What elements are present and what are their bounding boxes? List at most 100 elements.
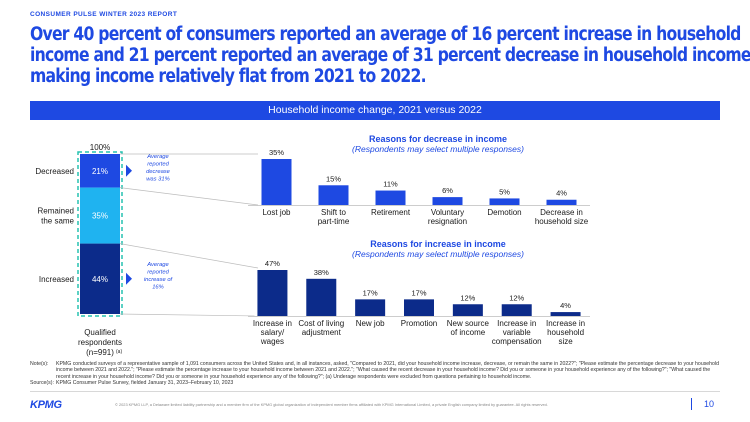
bar bbox=[404, 299, 434, 316]
stack-category-label: Increased bbox=[39, 275, 74, 284]
headline-line: income and 21 percent reported an averag… bbox=[30, 45, 750, 66]
callout-text: increase of bbox=[144, 277, 174, 283]
stack-segment-2 bbox=[80, 243, 120, 314]
report-label: CONSUMER PULSE WINTER 2023 REPORT bbox=[30, 11, 178, 18]
category-label: variable bbox=[503, 328, 532, 337]
category-label: Decrease in bbox=[540, 208, 583, 217]
category-label: Voluntary bbox=[431, 208, 464, 217]
category-label: household size bbox=[535, 217, 589, 226]
data-label: 15% bbox=[326, 174, 341, 183]
chart-subtitle: (Respondents may select multiple respons… bbox=[352, 249, 524, 259]
connector-line bbox=[119, 313, 259, 317]
bar bbox=[355, 299, 386, 316]
category-label: compensation bbox=[492, 337, 542, 346]
page-number-divider bbox=[691, 398, 692, 410]
callout-arrow-icon bbox=[126, 164, 132, 177]
data-label: 35% bbox=[269, 148, 284, 157]
category-label: adjustment bbox=[302, 328, 342, 337]
stack-segment-0 bbox=[80, 154, 120, 188]
stack-category-label: Remained bbox=[38, 207, 74, 216]
stack-outline bbox=[77, 151, 123, 317]
data-label: 12% bbox=[460, 293, 475, 302]
note-label: Note(s): bbox=[30, 361, 49, 367]
stack-axis-label: (n=991) bbox=[86, 348, 114, 357]
bar bbox=[550, 312, 581, 316]
category-label: Lost job bbox=[262, 208, 291, 217]
connector-line bbox=[119, 243, 259, 269]
category-label: of income bbox=[451, 328, 486, 337]
category-label: Shift to bbox=[321, 208, 346, 217]
bar bbox=[501, 304, 532, 316]
callout-text: Average bbox=[146, 154, 169, 160]
data-label: 47% bbox=[265, 259, 280, 268]
bar bbox=[546, 199, 577, 205]
note-text: KPMG conducted surveys of a representati… bbox=[56, 361, 719, 380]
bar bbox=[375, 190, 406, 205]
category-label: size bbox=[558, 337, 573, 346]
chart-banner: Household income change, 2021 versus 202… bbox=[30, 101, 720, 120]
category-label: wages bbox=[260, 337, 284, 346]
bar bbox=[432, 197, 463, 205]
callout-arrow-icon bbox=[126, 272, 132, 285]
bar bbox=[257, 270, 288, 316]
chart-title: Reasons for decrease in income bbox=[369, 134, 507, 144]
footnotes: Note(s): KPMG conducted surveys of a rep… bbox=[30, 361, 720, 386]
category-label: New source bbox=[447, 319, 490, 328]
connector-line bbox=[119, 187, 259, 206]
category-label: resignation bbox=[428, 217, 467, 226]
category-label: Increase in bbox=[546, 319, 585, 328]
callout-text: Average bbox=[146, 262, 169, 268]
category-label: household bbox=[547, 328, 584, 337]
page-number: 10 bbox=[704, 399, 715, 409]
footer-divider bbox=[30, 391, 720, 392]
bar bbox=[306, 278, 337, 316]
category-label: Increase in bbox=[253, 319, 292, 328]
stack-axis-label: Qualified bbox=[84, 328, 116, 337]
bar bbox=[452, 304, 483, 316]
data-label: 12% bbox=[509, 293, 524, 302]
data-label: 6% bbox=[442, 186, 453, 195]
callout-text: decrease bbox=[146, 169, 171, 175]
bar bbox=[261, 159, 292, 205]
bar bbox=[489, 198, 520, 205]
stack-value-label: 21% bbox=[92, 167, 108, 176]
chart-title: Reasons for increase in income bbox=[370, 239, 506, 249]
category-label: Demotion bbox=[487, 208, 521, 217]
stack-axis-label: respondents bbox=[78, 338, 122, 347]
stack-value-label: 35% bbox=[92, 212, 108, 221]
category-label: part-time bbox=[318, 217, 350, 226]
source-text: KPMG Consumer Pulse Survey, fielded Janu… bbox=[56, 379, 234, 386]
kpmg-logo: KPMG bbox=[30, 399, 62, 411]
data-label: 4% bbox=[556, 189, 567, 198]
stack-axis-sup: (a) bbox=[116, 349, 122, 355]
headline-line: making income relatively flat from 2021 … bbox=[30, 66, 427, 87]
data-label: 38% bbox=[314, 268, 329, 277]
category-label: Cost of living bbox=[298, 319, 344, 328]
callout-text: was 31% bbox=[146, 176, 170, 182]
callout-text: 16% bbox=[152, 284, 164, 290]
data-label: 17% bbox=[411, 288, 426, 297]
chart-subtitle: (Respondents may select multiple respons… bbox=[352, 144, 524, 154]
category-label: salary/ bbox=[261, 328, 285, 337]
category-label: Promotion bbox=[401, 319, 437, 328]
stack-category-label: Decreased bbox=[35, 167, 74, 176]
stack-category-label: the same bbox=[41, 217, 74, 226]
category-label: New job bbox=[356, 319, 385, 328]
data-label: 4% bbox=[560, 301, 571, 310]
source-label: Source(s): bbox=[30, 379, 54, 386]
stack-top-label: 100% bbox=[90, 143, 110, 152]
callout-text: reported bbox=[147, 161, 169, 167]
data-label: 17% bbox=[363, 288, 378, 297]
stack-value-label: 44% bbox=[92, 275, 108, 284]
bar bbox=[318, 185, 349, 205]
category-label: Retirement bbox=[371, 208, 411, 217]
data-label: 11% bbox=[383, 180, 398, 189]
category-label: Increase in bbox=[497, 319, 536, 328]
page-title: Over 40 percent of consumers reported an… bbox=[30, 24, 750, 87]
data-label: 5% bbox=[499, 187, 510, 196]
stack-segment-1 bbox=[80, 187, 120, 244]
copyright-text: © 2023 KPMG LLP, a Delaware limited liab… bbox=[115, 402, 548, 407]
callout-text: reported bbox=[147, 269, 169, 275]
headline-line: Over 40 percent of consumers reported an… bbox=[30, 24, 741, 45]
